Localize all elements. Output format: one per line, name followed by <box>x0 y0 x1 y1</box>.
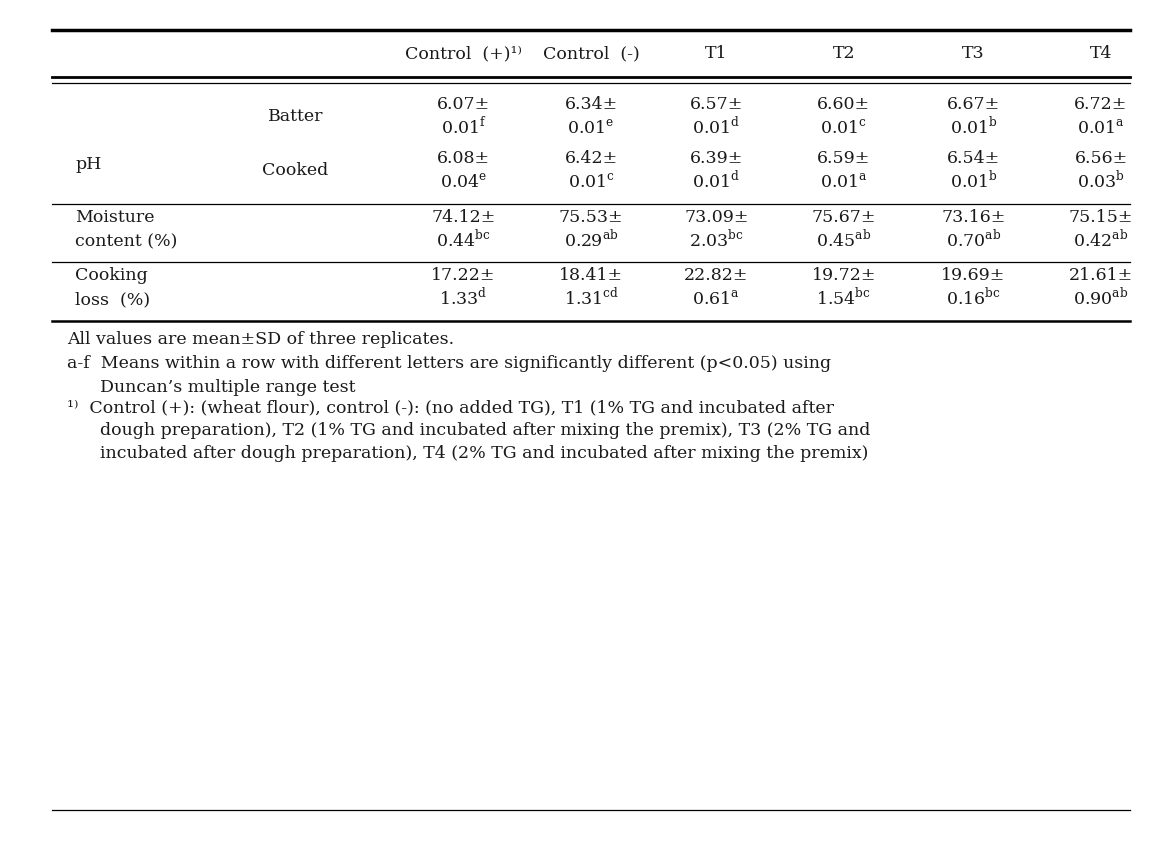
Text: 19.72±: 19.72± <box>811 267 876 285</box>
Text: content (%): content (%) <box>75 233 177 250</box>
Text: Duncan’s multiple range test: Duncan’s multiple range test <box>100 379 355 396</box>
Text: 0.70$^{\mathregular{ab}}$: 0.70$^{\mathregular{ab}}$ <box>946 228 1001 250</box>
Text: 0.04$^{\mathregular{e}}$: 0.04$^{\mathregular{e}}$ <box>440 173 487 192</box>
Text: 0.44$^{\mathregular{bc}}$: 0.44$^{\mathregular{bc}}$ <box>436 228 491 250</box>
Text: 0.42$^{\mathregular{ab}}$: 0.42$^{\mathregular{ab}}$ <box>1073 228 1129 250</box>
Text: T3: T3 <box>962 46 985 63</box>
Text: 0.16$^{\mathregular{bc}}$: 0.16$^{\mathregular{bc}}$ <box>946 286 1001 309</box>
Text: 0.01$^{\mathregular{c}}$: 0.01$^{\mathregular{c}}$ <box>568 173 614 192</box>
Text: 6.56±: 6.56± <box>1074 150 1128 168</box>
Text: T4: T4 <box>1089 46 1113 63</box>
Text: 6.42±: 6.42± <box>564 150 618 168</box>
Text: Control  (+)¹⁾: Control (+)¹⁾ <box>406 46 522 63</box>
Text: 73.16±: 73.16± <box>941 209 1006 226</box>
Text: 0.01$^{\mathregular{a}}$: 0.01$^{\mathregular{a}}$ <box>819 173 868 192</box>
Text: 6.57±: 6.57± <box>690 96 743 114</box>
Text: 6.72±: 6.72± <box>1074 96 1128 114</box>
Text: 0.01$^{\mathregular{e}}$: 0.01$^{\mathregular{e}}$ <box>568 119 614 138</box>
Text: 21.61±: 21.61± <box>1069 267 1134 285</box>
Text: 1.33$^{\mathregular{d}}$: 1.33$^{\mathregular{d}}$ <box>439 286 488 309</box>
Text: 75.67±: 75.67± <box>811 209 876 226</box>
Text: T2: T2 <box>832 46 855 63</box>
Text: 18.41±: 18.41± <box>559 267 624 285</box>
Text: 0.03$^{\mathregular{b}}$: 0.03$^{\mathregular{b}}$ <box>1077 169 1125 192</box>
Text: 17.22±: 17.22± <box>431 267 496 285</box>
Text: ¹⁾  Control (+): (wheat flour), control (-): (no added TG), T1 (1% TG and incuba: ¹⁾ Control (+): (wheat flour), control (… <box>67 400 834 417</box>
Text: All values are mean±SD of three replicates.: All values are mean±SD of three replicat… <box>67 331 454 348</box>
Text: T1: T1 <box>705 46 728 63</box>
Text: 0.01$^{\mathregular{b}}$: 0.01$^{\mathregular{b}}$ <box>949 169 998 192</box>
Text: 6.54±: 6.54± <box>947 150 1000 168</box>
Text: 19.69±: 19.69± <box>941 267 1006 285</box>
Text: 0.01$^{\mathregular{b}}$: 0.01$^{\mathregular{b}}$ <box>949 115 998 138</box>
Text: 22.82±: 22.82± <box>684 267 749 285</box>
Text: Cooking: Cooking <box>75 267 148 285</box>
Text: 1.54$^{\mathregular{bc}}$: 1.54$^{\mathregular{bc}}$ <box>816 286 872 309</box>
Text: 6.07±: 6.07± <box>437 96 490 114</box>
Text: 6.60±: 6.60± <box>817 96 870 114</box>
Text: Batter: Batter <box>268 108 323 126</box>
Text: 6.34±: 6.34± <box>564 96 618 114</box>
Text: loss  (%): loss (%) <box>75 292 151 309</box>
Text: 2.03$^{\mathregular{bc}}$: 2.03$^{\mathregular{bc}}$ <box>688 228 744 250</box>
Text: pH: pH <box>75 157 102 174</box>
Text: 6.59±: 6.59± <box>817 150 870 168</box>
Text: Control  (-): Control (-) <box>542 46 640 63</box>
Text: 6.08±: 6.08± <box>437 150 490 168</box>
Text: 0.29$^{\mathregular{ab}}$: 0.29$^{\mathregular{ab}}$ <box>563 228 619 250</box>
Text: 0.01$^{\mathregular{d}}$: 0.01$^{\mathregular{d}}$ <box>692 169 741 192</box>
Text: 75.15±: 75.15± <box>1069 209 1134 226</box>
Text: 0.01$^{\mathregular{c}}$: 0.01$^{\mathregular{c}}$ <box>821 119 867 138</box>
Text: 1.31$^{\mathregular{cd}}$: 1.31$^{\mathregular{cd}}$ <box>563 286 619 309</box>
Text: 0.01$^{\mathregular{a}}$: 0.01$^{\mathregular{a}}$ <box>1077 119 1125 138</box>
Text: 6.67±: 6.67± <box>947 96 1000 114</box>
Text: Moisture: Moisture <box>75 209 155 226</box>
Text: 6.39±: 6.39± <box>690 150 743 168</box>
Text: 0.90$^{\mathregular{ab}}$: 0.90$^{\mathregular{ab}}$ <box>1073 286 1129 309</box>
Text: 0.01$^{\mathregular{f}}$: 0.01$^{\mathregular{f}}$ <box>440 115 487 138</box>
Text: 0.45$^{\mathregular{ab}}$: 0.45$^{\mathregular{ab}}$ <box>816 228 872 250</box>
Text: Cooked: Cooked <box>262 163 329 180</box>
Text: dough preparation), T2 (1% TG and incubated after mixing the premix), T3 (2% TG : dough preparation), T2 (1% TG and incuba… <box>100 422 870 439</box>
Text: 0.01$^{\mathregular{d}}$: 0.01$^{\mathregular{d}}$ <box>692 115 741 138</box>
Text: 74.12±: 74.12± <box>431 209 496 226</box>
Text: a-f  Means within a row with different letters are significantly different (p<0.: a-f Means within a row with different le… <box>67 355 831 372</box>
Text: 75.53±: 75.53± <box>559 209 624 226</box>
Text: 73.09±: 73.09± <box>684 209 749 226</box>
Text: incubated after dough preparation), T4 (2% TG and incubated after mixing the pre: incubated after dough preparation), T4 (… <box>100 445 868 462</box>
Text: 0.61$^{\mathregular{a}}$: 0.61$^{\mathregular{a}}$ <box>692 290 741 309</box>
